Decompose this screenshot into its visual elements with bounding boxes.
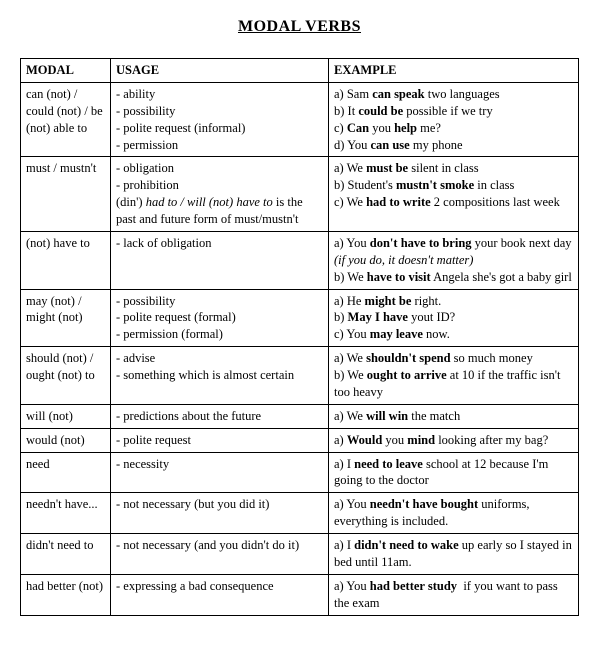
usage-line: - polite request (informal) [116,120,323,137]
usage-line: - lack of obligation [116,235,323,252]
example-line: a) We must be silent in class [334,160,573,177]
cell-example: a) Sam can speak two languagesb) It coul… [329,82,579,157]
usage-line: (din') had to / will (not) have to is th… [116,194,323,228]
cell-usage: - possibility- polite request (formal)- … [111,289,329,347]
cell-modal: may (not) / might (not) [21,289,111,347]
header-modal: MODAL [21,59,111,83]
usage-line: - something which is almost certain [116,367,323,384]
example-line: c) Can you help me? [334,120,573,137]
usage-line: - necessity [116,456,323,473]
cell-modal: will (not) [21,404,111,428]
cell-usage: - necessity [111,452,329,493]
table-row: need - necessity a) I need to leave school… [21,452,579,493]
cell-example: a) Would you mind looking after my bag? [329,428,579,452]
cell-example: a) He might be right.b) May I have yout … [329,289,579,347]
example-line: c) We had to write 2 compositions last w… [334,194,573,211]
example-line: a) I need to leave school at 12 because … [334,456,573,490]
usage-line: - possibility [116,103,323,120]
table-row: must / mustn't- obligation- prohibition(… [21,157,579,232]
usage-line: - ability [116,86,323,103]
cell-usage: - ability- possibility- polite request (… [111,82,329,157]
cell-usage: - advise- something which is almost cert… [111,347,329,405]
table-row: (not) have to - lack of obligation a) You … [21,231,579,289]
usage-line: - obligation [116,160,323,177]
cell-modal: needn't have... [21,493,111,534]
cell-modal: can (not) / could (not) / be (not) able … [21,82,111,157]
cell-usage: - not necessary (and you didn't do it) [111,534,329,575]
example-line: a) Would you mind looking after my bag? [334,432,573,449]
usage-line: - predictions about the future [116,408,323,425]
table-row: would (not) - polite request a) Would you … [21,428,579,452]
example-line: a) You had better study if you want to p… [334,578,573,612]
usage-line: - polite request (formal) [116,309,323,326]
cell-example: a) We shouldn't spend so much moneyb) We… [329,347,579,405]
usage-line: - expressing a bad consequence [116,578,323,595]
usage-line: - not necessary (but you did it) [116,496,323,513]
example-line: c) You may leave now. [334,326,573,343]
usage-line: - not necessary (and you didn't do it) [116,537,323,554]
cell-modal: must / mustn't [21,157,111,232]
cell-usage: - polite request [111,428,329,452]
cell-example: a) I didn't need to wake up early so I s… [329,534,579,575]
cell-example: a) We will win the match [329,404,579,428]
table-row: needn't have... - not necessary (but you … [21,493,579,534]
cell-modal: (not) have to [21,231,111,289]
header-usage: USAGE [111,59,329,83]
usage-line: - possibility [116,293,323,310]
cell-example: a) You don't have to bring your book nex… [329,231,579,289]
cell-example: a) You had better study if you want to p… [329,574,579,615]
table-row: may (not) / might (not)- possibility- po… [21,289,579,347]
usage-line: - polite request [116,432,323,449]
modal-verbs-table: MODAL USAGE EXAMPLE can (not) / could (n… [20,58,579,616]
cell-modal: should (not) / ought (not) to [21,347,111,405]
usage-line: - permission [116,137,323,154]
cell-example: a) We must be silent in classb) Student'… [329,157,579,232]
example-line: b) May I have yout ID? [334,309,573,326]
cell-modal: had better (not) [21,574,111,615]
cell-example: a) I need to leave school at 12 because … [329,452,579,493]
example-line: a) You needn't have bought uniforms, eve… [334,496,573,530]
header-example: EXAMPLE [329,59,579,83]
example-line: b) It could be possible if we try [334,103,573,120]
example-line: a) I didn't need to wake up early so I s… [334,537,573,571]
cell-modal: didn't need to [21,534,111,575]
table-row: will (not) - predictions about the future… [21,404,579,428]
example-line: b) We have to visit Angela she's got a b… [334,269,573,286]
example-line: b) We ought to arrive at 10 if the traff… [334,367,573,401]
usage-line: - prohibition [116,177,323,194]
example-line: a) You don't have to bring your book nex… [334,235,573,269]
example-line: a) We will win the match [334,408,573,425]
example-line: a) He might be right. [334,293,573,310]
cell-usage: - not necessary (but you did it) [111,493,329,534]
table-row: can (not) / could (not) / be (not) able … [21,82,579,157]
cell-modal: need [21,452,111,493]
table-row: should (not) / ought (not) to- advise- s… [21,347,579,405]
cell-usage: - predictions about the future [111,404,329,428]
example-line: a) We shouldn't spend so much money [334,350,573,367]
table-row: had better (not) - expressing a bad conse… [21,574,579,615]
example-line: d) You can use my phone [334,137,573,154]
page-title: MODAL VERBS [20,18,579,36]
example-line: a) Sam can speak two languages [334,86,573,103]
cell-example: a) You needn't have bought uniforms, eve… [329,493,579,534]
cell-usage: - obligation- prohibition(din') had to /… [111,157,329,232]
usage-line: - advise [116,350,323,367]
table-row: didn't need to - not necessary (and you d… [21,534,579,575]
cell-usage: - lack of obligation [111,231,329,289]
table-header-row: MODAL USAGE EXAMPLE [21,59,579,83]
usage-line: - permission (formal) [116,326,323,343]
example-line: b) Student's mustn't smoke in class [334,177,573,194]
cell-usage: - expressing a bad consequence [111,574,329,615]
cell-modal: would (not) [21,428,111,452]
